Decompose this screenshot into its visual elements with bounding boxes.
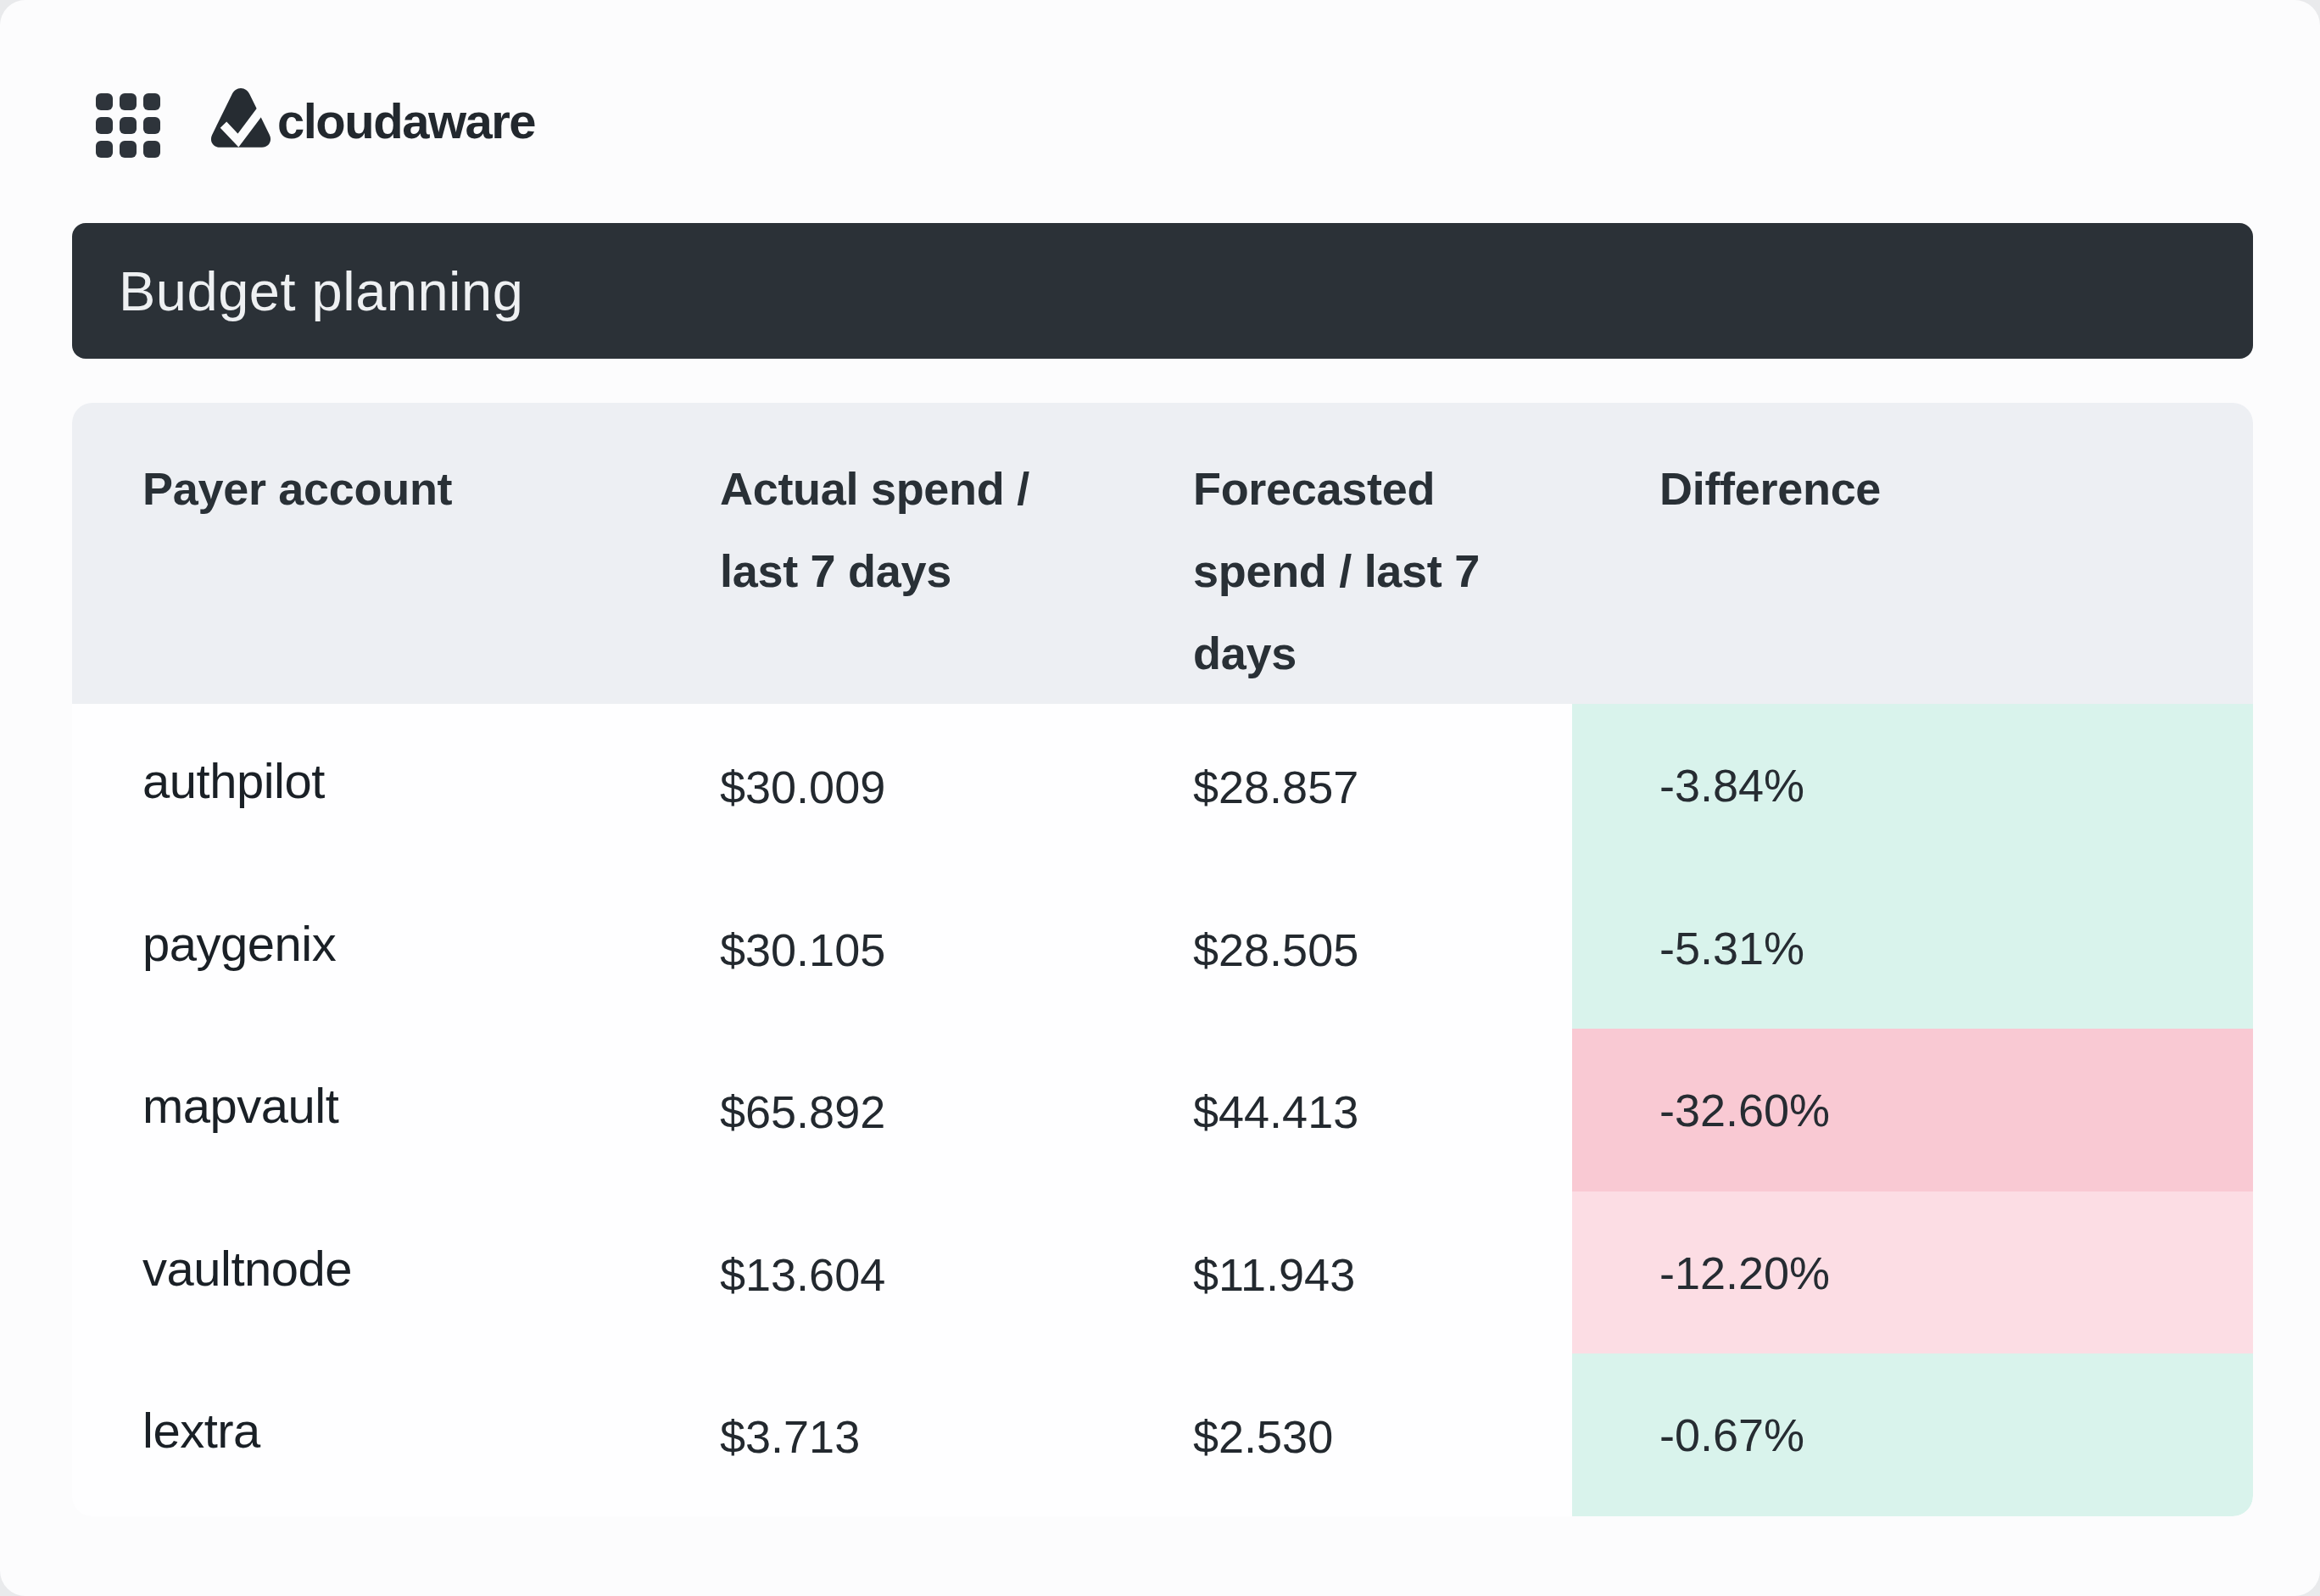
payer-account-cell: paygenix [142, 915, 336, 972]
table-row: lextra $3.713 $2.530 -0.67% [72, 1353, 2253, 1516]
difference-cell: -5.31% [1572, 867, 2253, 1029]
payer-account-cell: mapvault [142, 1077, 338, 1134]
actual-spend-cell: $30.105 [720, 924, 885, 976]
actual-spend-cell: $3.713 [720, 1410, 860, 1463]
payer-account-cell: authpilot [142, 752, 325, 809]
header-difference: Difference [1659, 448, 1881, 530]
header-actual-spend: Actual spend / last 7 days [720, 448, 1029, 612]
budget-table: Payer account Actual spend / last 7 days… [72, 403, 2253, 1516]
difference-cell: -0.67% [1572, 1353, 2253, 1516]
brand-name: cloudaware [277, 92, 535, 149]
page-title: Budget planning [72, 259, 523, 323]
forecast-spend-cell: $2.530 [1193, 1410, 1333, 1463]
actual-spend-cell: $65.892 [720, 1085, 885, 1138]
brand-logo: cloudaware [209, 80, 535, 161]
table-row: vaultnode $13.604 $11.943 -12.20% [72, 1191, 2253, 1353]
page-title-bar: Budget planning [72, 223, 2253, 359]
cloudaware-logo-mark-icon [209, 86, 272, 154]
header-forecast-spend: Forecasted spend / last 7 days [1193, 448, 1480, 695]
app-canvas: cloudaware Budget planning Payer account… [0, 0, 2320, 1596]
header-payer-account: Payer account [142, 448, 452, 530]
table-row: paygenix $30.105 $28.505 -5.31% [72, 867, 2253, 1029]
table-row: mapvault $65.892 $44.413 -32.60% [72, 1029, 2253, 1191]
forecast-spend-cell: $44.413 [1193, 1085, 1358, 1138]
actual-spend-cell: $13.604 [720, 1248, 885, 1301]
table-row: authpilot $30.009 $28.857 -3.84% [72, 704, 2253, 867]
app-window: cloudaware Budget planning Payer account… [0, 0, 2320, 1596]
actual-spend-cell: $30.009 [720, 761, 885, 813]
forecast-spend-cell: $11.943 [1193, 1248, 1355, 1301]
app-grid-icon[interactable] [96, 93, 160, 158]
difference-cell: -3.84% [1572, 704, 2253, 867]
forecast-spend-cell: $28.857 [1193, 761, 1358, 813]
difference-cell: -12.20% [1572, 1191, 2253, 1353]
payer-account-cell: vaultnode [142, 1240, 352, 1297]
table-header-row: Payer account Actual spend / last 7 days… [72, 403, 2253, 704]
payer-account-cell: lextra [142, 1402, 260, 1459]
difference-cell: -32.60% [1572, 1029, 2253, 1191]
forecast-spend-cell: $28.505 [1193, 924, 1358, 976]
